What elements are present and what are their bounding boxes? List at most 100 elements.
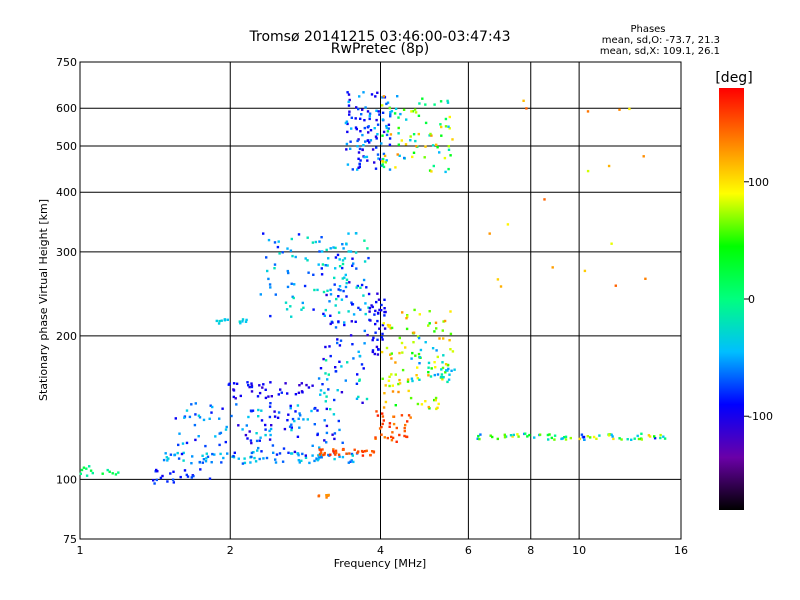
data-point (397, 143, 400, 146)
data-point (345, 278, 349, 281)
data-point (324, 359, 328, 362)
data-point (444, 371, 447, 374)
data-point (446, 369, 449, 372)
data-point (303, 284, 307, 288)
data-point (381, 163, 384, 166)
data-point (412, 133, 416, 136)
data-point (337, 419, 340, 423)
data-point (347, 250, 350, 253)
colorbar-tick-label: -100 (748, 410, 773, 423)
data-point (350, 452, 354, 456)
data-point (384, 384, 387, 387)
data-point (267, 277, 270, 281)
data-point (185, 441, 189, 445)
data-point (390, 435, 393, 439)
data-point (161, 474, 164, 478)
data-point (177, 443, 180, 447)
data-point (210, 461, 213, 464)
data-point (366, 159, 369, 162)
data-point (328, 300, 331, 303)
data-point (320, 456, 323, 459)
data-point (561, 437, 564, 440)
data-point (478, 437, 481, 441)
data-point (201, 454, 204, 457)
data-point (491, 435, 494, 439)
data-point (286, 247, 289, 250)
stats-o-line: mean, sd,O: -73.7, 21.3 (602, 35, 720, 46)
data-point (277, 240, 280, 243)
data-point (428, 134, 431, 137)
data-point (276, 245, 280, 249)
data-point (388, 137, 392, 140)
data-point (383, 154, 387, 158)
data-point (257, 415, 260, 418)
data-point (389, 327, 392, 330)
data-point (416, 335, 420, 338)
data-point (410, 110, 413, 113)
data-point (390, 110, 394, 113)
data-point (251, 409, 255, 412)
data-point (446, 363, 450, 367)
data-point (347, 232, 350, 235)
data-point (374, 437, 377, 440)
data-point (444, 363, 448, 366)
data-point (389, 133, 393, 136)
data-point (375, 300, 378, 304)
data-point (85, 467, 88, 470)
data-point (398, 378, 401, 382)
data-point (381, 104, 384, 107)
data-point (351, 168, 354, 171)
data-point (241, 462, 245, 465)
data-point (418, 378, 421, 381)
data-point (444, 117, 448, 121)
x-tick-label: 4 (377, 544, 384, 557)
data-point (659, 436, 662, 440)
data-point (80, 468, 84, 472)
data-point (365, 155, 369, 159)
data-point (289, 407, 292, 410)
data-point (375, 118, 378, 122)
data-point (451, 350, 455, 353)
data-point (374, 95, 377, 98)
data-point (357, 157, 360, 160)
data-point (324, 400, 327, 403)
data-point (533, 436, 536, 439)
colorbar-tick-label: 100 (748, 176, 769, 189)
data-point (296, 435, 300, 438)
data-point (174, 417, 177, 420)
data-point (202, 418, 206, 422)
data-point (262, 383, 265, 386)
data-point (404, 143, 408, 146)
data-point (337, 288, 340, 291)
data-point (279, 388, 282, 391)
data-point (373, 161, 376, 164)
data-point (348, 281, 351, 284)
data-point (339, 339, 343, 342)
data-point (418, 102, 421, 105)
data-point (268, 429, 271, 433)
data-point (406, 380, 410, 383)
data-point (433, 373, 436, 377)
data-point (281, 460, 285, 463)
data-point (173, 453, 176, 457)
data-point (327, 453, 330, 457)
data-point (179, 475, 182, 479)
data-point (406, 315, 409, 318)
data-point (386, 101, 390, 104)
data-point (197, 435, 200, 438)
data-point (358, 147, 362, 151)
data-point (446, 99, 449, 103)
data-point (397, 132, 400, 135)
data-point (405, 327, 409, 331)
data-point (345, 295, 348, 298)
data-point (336, 389, 339, 392)
data-point (341, 243, 344, 246)
data-point (297, 391, 301, 394)
data-point (637, 437, 641, 441)
data-point (375, 410, 378, 413)
data-point (156, 470, 159, 473)
y-tick-label: 200 (56, 330, 77, 343)
data-point (298, 412, 301, 415)
data-point (232, 395, 235, 399)
data-point (250, 382, 253, 385)
